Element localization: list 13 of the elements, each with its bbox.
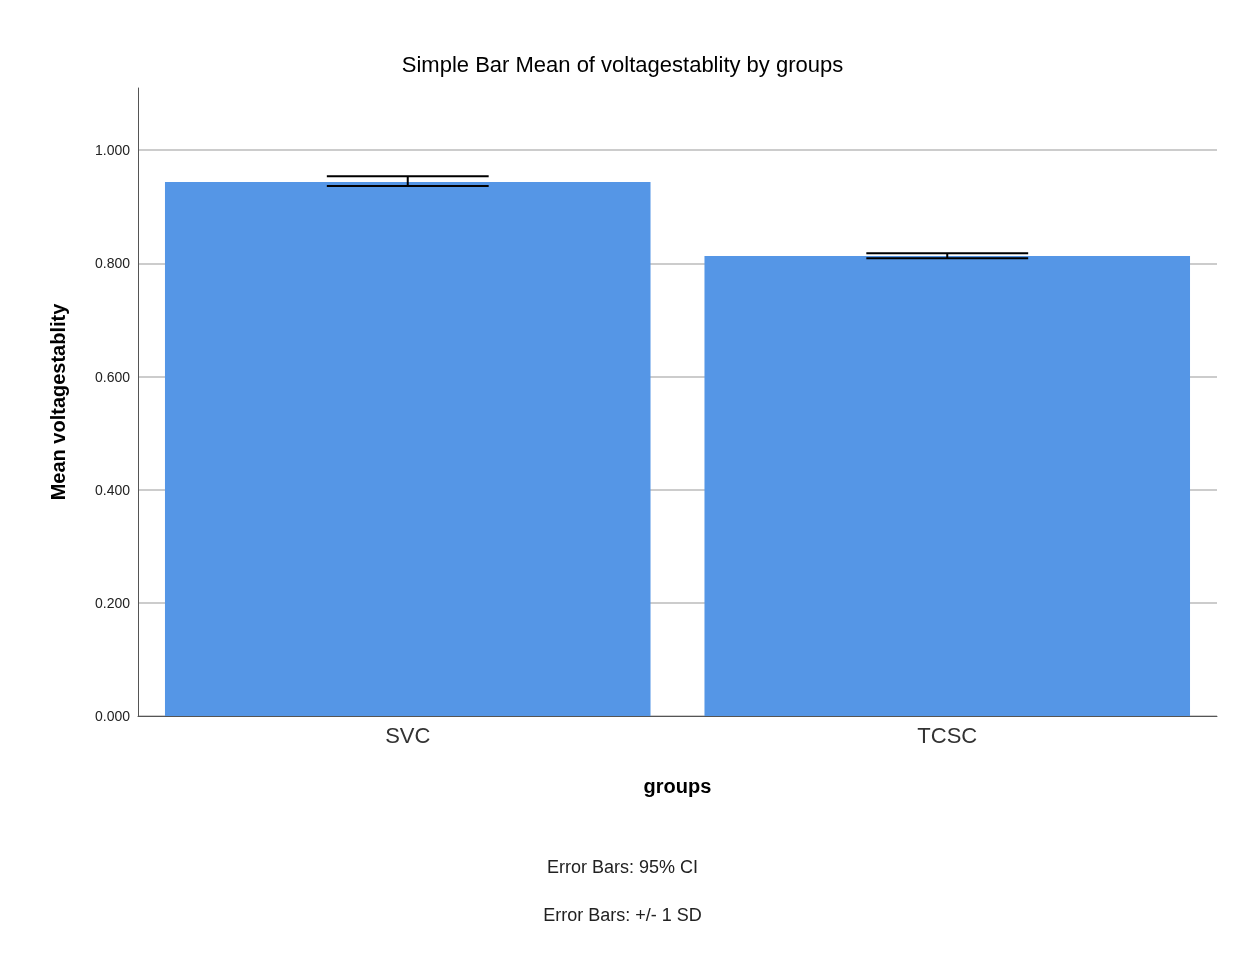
y-tick-label: 0.200 — [94, 594, 131, 611]
x-axis-title: groups — [643, 775, 712, 797]
text: Error Bars: 95% CI — [546, 857, 699, 877]
y-tick-label: 0.600 — [94, 368, 131, 385]
y-tick-label: 0.400 — [94, 481, 131, 498]
y-tick-label: 0.800 — [94, 255, 131, 272]
text: Error Bars: +/- 1 SD — [543, 905, 702, 925]
y-axis-title: Mean voltagestablity — [47, 302, 69, 501]
x-tick-label: TCSC — [917, 722, 978, 748]
chart-title: Simple Bar Mean of voltagestablity by groups — [401, 51, 844, 77]
x-tick-label: SVC — [385, 722, 431, 748]
y-tick-label: 0.000 — [94, 708, 131, 724]
y-tick-label: 1.000 — [94, 142, 131, 159]
